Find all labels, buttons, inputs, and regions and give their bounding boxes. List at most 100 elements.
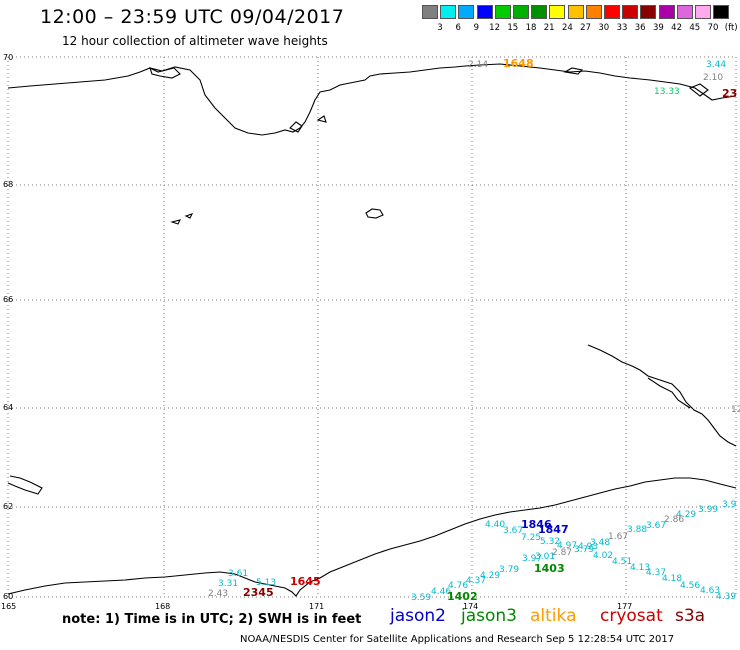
legend-jason2: jason2 <box>390 606 446 626</box>
wave-height-value: 3.97 <box>522 554 542 564</box>
pass-time-label: 23 <box>722 87 737 100</box>
wave-height-value: 4.46 <box>431 587 451 597</box>
wave-height-value: 3.79 <box>499 565 519 575</box>
scale-label: 39 <box>652 23 664 33</box>
wave-height-value: 2.10 <box>703 73 723 83</box>
pass-time-label: 1847 <box>538 523 569 536</box>
island-b <box>170 213 194 225</box>
wave-height-value: 2.43 <box>208 589 228 599</box>
wave-height-value: 3.88 <box>627 525 647 535</box>
scale-label: 70 <box>707 23 719 33</box>
scale-label: 9 <box>473 23 480 33</box>
pass-time-label: 2345 <box>243 586 274 599</box>
siberia-coast <box>7 63 737 136</box>
wave-height-value: 3.67 <box>646 521 666 531</box>
wave-height-value: 4.39 <box>716 592 736 602</box>
coastlines <box>7 63 737 597</box>
wave-height-value: 2.14 <box>468 60 488 70</box>
wave-height-value: 3.61 <box>228 569 248 579</box>
wave-height-value: 4.29 <box>676 510 696 520</box>
scale-label: 24 <box>561 23 573 33</box>
legend-altika: altika <box>530 606 577 626</box>
wave-height-value: 3.31 <box>218 579 238 589</box>
coast-detail-b <box>316 115 327 123</box>
pass-time-label: 1402 <box>447 590 478 603</box>
island-a <box>365 208 384 219</box>
page-title: 12:00 – 23:59 UTC 09/04/2017 <box>40 6 345 28</box>
scale-swatch <box>531 5 548 19</box>
lat-label: 64 <box>3 403 13 412</box>
wave-height-value: 4.93 <box>578 542 598 552</box>
credit-line: NOAA/NESDIS Center for Satellite Applica… <box>240 634 675 645</box>
scale-label: 30 <box>598 23 610 33</box>
scale-swatch <box>695 5 711 19</box>
wave-height-value: 4.76 <box>448 581 468 591</box>
scale-swatch <box>567 5 584 19</box>
wave-height-value: 4.13 <box>630 563 650 573</box>
alaska-coast-b <box>647 377 691 409</box>
page-subtitle: 12 hour collection of altimeter wave hei… <box>62 34 328 48</box>
scale-label: 15 <box>507 23 519 33</box>
scale-swatch <box>640 5 657 19</box>
scale-swatch <box>585 5 602 19</box>
pass-time-label: 1645 <box>290 575 321 588</box>
wave-height-value: 3.01 <box>535 552 555 562</box>
wave-height-value: 2.86 <box>664 515 684 525</box>
wave-height-value: 4.37 <box>466 576 486 586</box>
wave-height-value: 5.13 <box>256 578 276 588</box>
wave-height-value: 4.18 <box>662 574 682 584</box>
wave-height-value: 3.59 <box>411 593 431 603</box>
lat-label: 70 <box>3 53 13 62</box>
wave-height-value: 4.56 <box>680 581 700 591</box>
wave-height-value: 13.33 <box>654 87 680 97</box>
scale-swatch <box>676 5 693 19</box>
wave-height-value: 7.25 <box>521 533 541 543</box>
pass-time-label: 1648 <box>503 57 534 70</box>
lat-label: 68 <box>3 180 13 189</box>
scale-swatch <box>713 5 730 19</box>
lat-label: 66 <box>3 295 13 304</box>
wave-height-value: 2.87 <box>552 548 572 558</box>
legend-jason3: jason3 <box>461 606 517 626</box>
alaska-coast <box>587 344 737 447</box>
scale-swatch <box>658 5 675 19</box>
scale-swatch <box>622 5 639 19</box>
scale-swatch <box>440 5 457 19</box>
coast-detail-a <box>289 121 303 133</box>
coast-detail-c <box>563 67 584 75</box>
scale-swatch <box>458 5 475 19</box>
scale-label: 21 <box>543 23 555 33</box>
scale-label: 27 <box>580 23 591 33</box>
pass-time-label: 1403 <box>534 562 565 575</box>
legend-cryosat: cryosat <box>600 606 663 626</box>
lon-label: 168 <box>155 602 170 611</box>
coast-detail-d <box>688 83 709 97</box>
scale-label: 36 <box>634 23 646 33</box>
lon-label: 165 <box>1 602 16 611</box>
scale-label: 6 <box>455 23 461 33</box>
lat-lon-grid <box>7 56 737 598</box>
lon-label: 171 <box>309 602 324 611</box>
scale-unit: (ft) <box>724 23 738 33</box>
axis-labels: 70 68 66 64 62 60 165 168 171 174 177 <box>1 53 632 611</box>
wave-height-value: 3.79 <box>574 545 594 555</box>
wave-height-value: 4.02 <box>593 551 613 561</box>
scale-label: 12 <box>489 23 500 33</box>
pass-time-label: 1846 <box>521 518 552 531</box>
wave-height-value: 3.99 <box>698 505 718 515</box>
alaska-peninsula-coast <box>7 477 737 597</box>
scale-label: 42 <box>671 23 682 33</box>
lon-label: 174 <box>463 602 478 611</box>
scale-label: 45 <box>689 23 701 33</box>
wave-height-value: 12 <box>731 405 740 415</box>
scale-swatch <box>476 5 493 19</box>
wave-height-value: 1.67 <box>608 532 628 542</box>
scale-swatch <box>494 5 511 19</box>
wave-height-value: 4.63 <box>700 586 720 596</box>
scale-label: 3 <box>437 23 443 33</box>
wave-height-value: 4.40 <box>485 520 505 530</box>
scale-swatch <box>549 5 566 19</box>
wave-height-value: 4.97 <box>557 541 577 551</box>
